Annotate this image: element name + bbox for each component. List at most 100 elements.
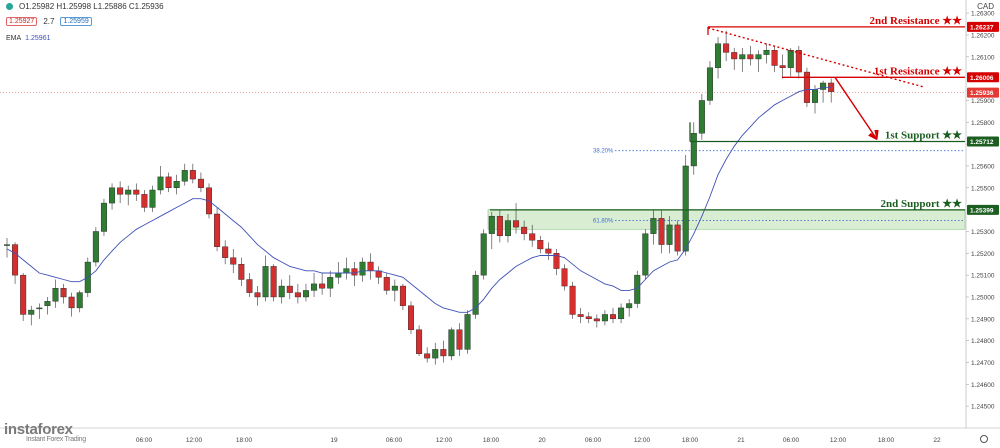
candle-body[interactable] <box>149 189 156 208</box>
candle-body[interactable] <box>674 224 681 252</box>
candle-body[interactable] <box>141 194 148 208</box>
candle-body[interactable] <box>666 224 673 245</box>
candle-body[interactable] <box>68 296 75 309</box>
candle-body[interactable] <box>246 279 253 293</box>
candle-body[interactable] <box>601 314 608 322</box>
candle-body[interactable] <box>731 52 738 60</box>
candle-body[interactable] <box>262 266 269 298</box>
candle-body[interactable] <box>197 178 204 188</box>
candle-body[interactable] <box>650 218 657 234</box>
candle-body[interactable] <box>432 349 439 359</box>
candle-body[interactable] <box>327 277 334 289</box>
candle-body[interactable] <box>610 314 617 320</box>
candle-body[interactable] <box>690 133 697 167</box>
candle-body[interactable] <box>480 233 487 276</box>
candle-body[interactable] <box>456 329 463 350</box>
candle-body[interactable] <box>747 54 754 60</box>
candle-body[interactable] <box>513 220 520 228</box>
candle-body[interactable] <box>60 288 67 298</box>
candle-body[interactable] <box>294 292 301 298</box>
candle-body[interactable] <box>343 268 350 274</box>
candle-body[interactable] <box>52 288 59 302</box>
candle-body[interactable] <box>391 285 398 291</box>
candle-body[interactable] <box>311 283 318 291</box>
candle-body[interactable] <box>367 261 374 271</box>
candle-body[interactable] <box>618 307 625 320</box>
candle-body[interactable] <box>125 189 132 195</box>
candle-body[interactable] <box>577 314 584 317</box>
candle-body[interactable] <box>545 248 552 254</box>
candle-body[interactable] <box>117 187 124 195</box>
ask-price[interactable]: 1.25959 <box>60 17 92 26</box>
candle-body[interactable] <box>28 309 35 315</box>
candle-body[interactable] <box>561 268 568 287</box>
candle-body[interactable] <box>593 318 600 322</box>
candle-body[interactable] <box>92 231 99 263</box>
candle-body[interactable] <box>230 257 237 265</box>
candle-body[interactable] <box>723 43 730 53</box>
candle-body[interactable] <box>165 176 172 188</box>
candle-body[interactable] <box>448 329 455 357</box>
candle-body[interactable] <box>504 220 511 237</box>
candle-body[interactable] <box>440 349 447 357</box>
candle-body[interactable] <box>488 215 495 234</box>
candle-body[interactable] <box>820 82 827 90</box>
candle-body[interactable] <box>553 253 560 269</box>
candle-body[interactable] <box>36 307 43 310</box>
candle-body[interactable] <box>755 54 762 60</box>
candle-body[interactable] <box>521 226 528 234</box>
candle-body[interactable] <box>472 274 479 315</box>
candle-body[interactable] <box>803 71 810 103</box>
candle-body[interactable] <box>278 285 285 298</box>
candle-body[interactable] <box>763 50 770 55</box>
candle-body[interactable] <box>416 329 423 354</box>
candle-body[interactable] <box>682 165 689 252</box>
gear-icon[interactable] <box>980 435 988 443</box>
candle-body[interactable] <box>626 303 633 309</box>
candle-body[interactable] <box>383 277 390 291</box>
candle-body[interactable] <box>100 202 107 232</box>
candle-body[interactable] <box>359 261 366 276</box>
candle-body[interactable] <box>12 244 19 276</box>
candle-body[interactable] <box>569 285 576 315</box>
candle-body[interactable] <box>715 43 722 68</box>
candle-body[interactable] <box>739 54 746 60</box>
candle-body[interactable] <box>109 187 116 204</box>
candle-body[interactable] <box>319 283 326 289</box>
candle-body[interactable] <box>133 189 140 195</box>
candle-body[interactable] <box>464 314 471 350</box>
candle-body[interactable] <box>189 170 196 180</box>
candle-body[interactable] <box>408 305 415 330</box>
candle-body[interactable] <box>44 301 51 306</box>
candle-body[interactable] <box>181 170 188 182</box>
candle-body[interactable] <box>351 268 358 276</box>
candle-body[interactable] <box>335 272 342 278</box>
candle-body[interactable] <box>537 240 544 250</box>
candle-body[interactable] <box>3 244 10 246</box>
candle-body[interactable] <box>222 246 229 258</box>
candle-body[interactable] <box>698 100 705 134</box>
candle-body[interactable] <box>812 89 819 103</box>
candle-body[interactable] <box>795 50 802 73</box>
candle-body[interactable] <box>634 274 641 304</box>
candle-body[interactable] <box>658 218 665 245</box>
candle-body[interactable] <box>76 292 83 309</box>
candle-body[interactable] <box>399 285 406 306</box>
candle-body[interactable] <box>424 353 431 359</box>
candle-body[interactable] <box>254 292 261 298</box>
candle-body[interactable] <box>779 65 786 68</box>
candle-body[interactable] <box>238 264 245 280</box>
candle-body[interactable] <box>173 181 180 188</box>
candle-body[interactable] <box>787 50 794 68</box>
candle-body[interactable] <box>642 233 649 276</box>
candle-body[interactable] <box>270 266 277 298</box>
candle-body[interactable] <box>529 233 536 241</box>
candle-body[interactable] <box>706 67 713 101</box>
candle-body[interactable] <box>157 176 164 191</box>
bid-price[interactable]: 1.25927 <box>6 17 38 26</box>
candle-body[interactable] <box>20 274 27 315</box>
candle-body[interactable] <box>286 285 293 293</box>
candle-body[interactable] <box>771 50 778 66</box>
candle-body[interactable] <box>585 316 592 320</box>
